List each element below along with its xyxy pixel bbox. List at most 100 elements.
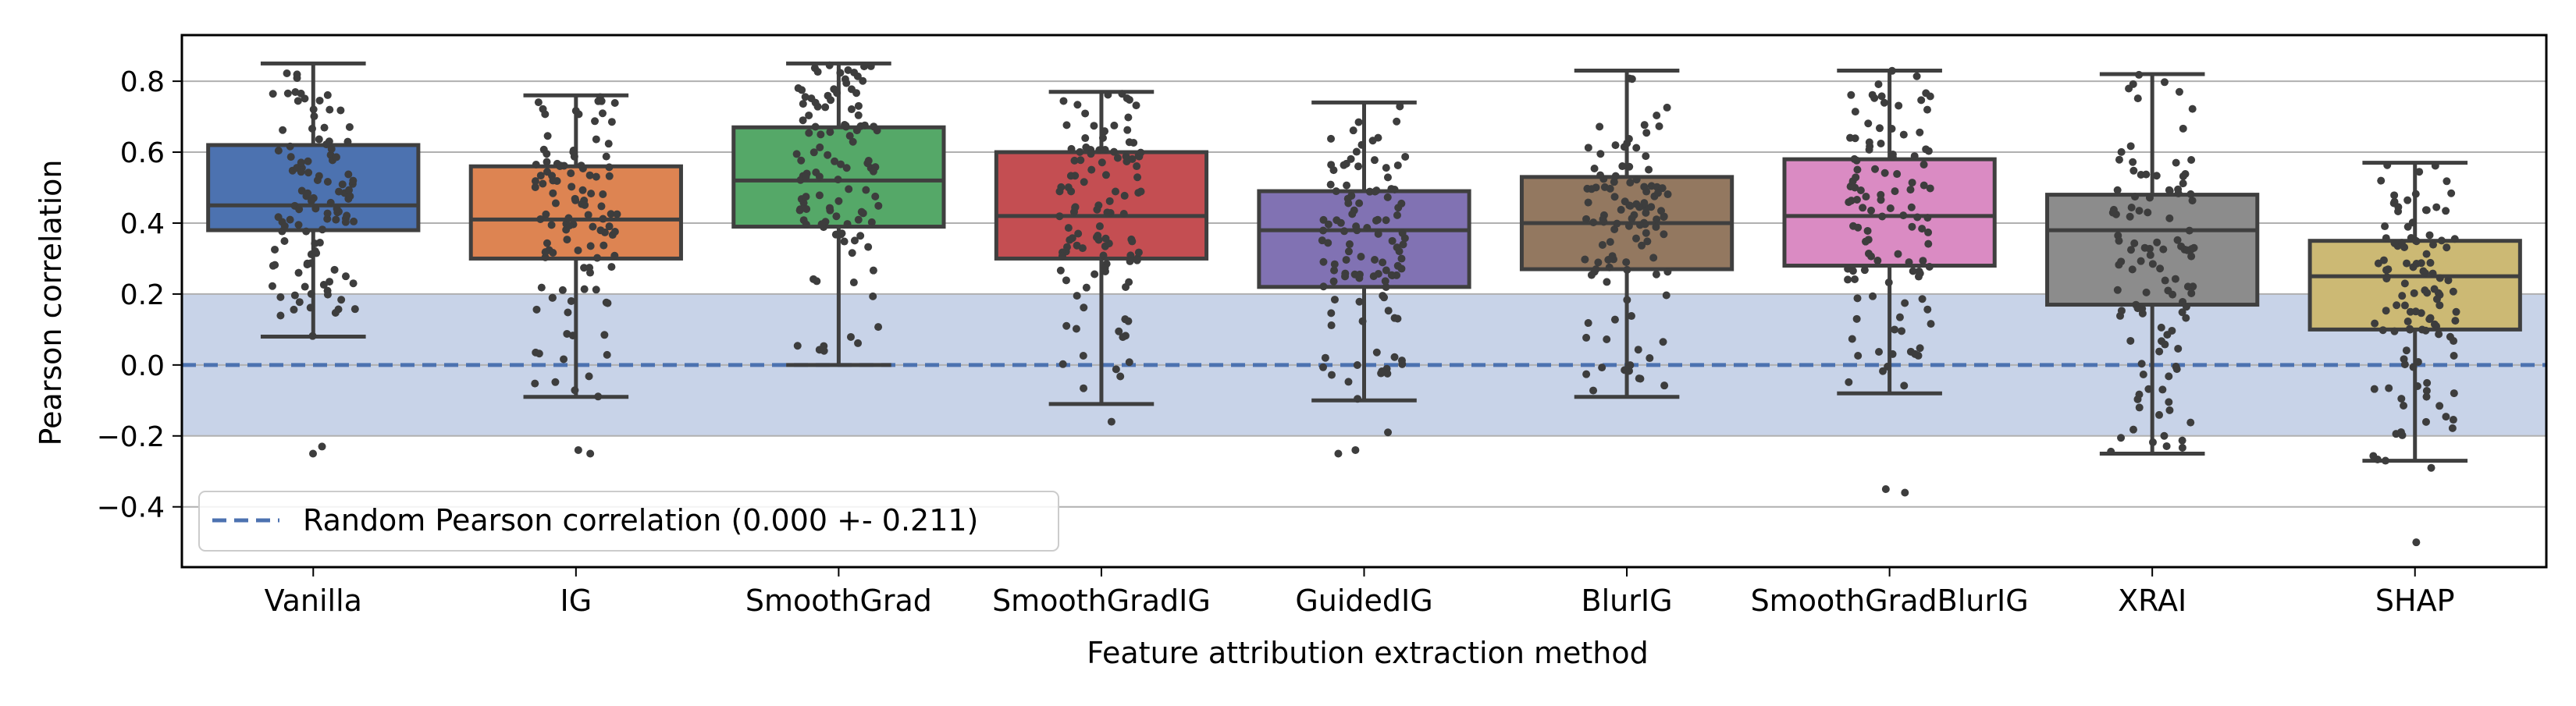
data-point — [326, 105, 334, 114]
y-tick-label: 0.4 — [120, 208, 165, 240]
data-point — [1073, 101, 1082, 109]
data-point — [594, 392, 603, 401]
data-point — [1080, 178, 1088, 186]
data-point — [2115, 155, 2123, 164]
data-point — [832, 212, 841, 221]
data-point — [598, 109, 607, 118]
data-point — [539, 145, 548, 154]
data-point — [1076, 147, 1084, 156]
data-point — [330, 265, 339, 274]
data-point — [1642, 129, 1651, 137]
data-point — [1319, 363, 1328, 371]
data-point — [333, 204, 341, 213]
data-point — [276, 311, 285, 320]
data-point — [1095, 146, 1104, 154]
data-point — [1864, 119, 1873, 128]
data-point — [2390, 327, 2399, 335]
data-point — [1899, 211, 1908, 220]
data-point — [585, 264, 594, 272]
data-point — [2443, 243, 2451, 252]
data-point — [332, 215, 340, 224]
outlier-point — [574, 445, 582, 454]
data-point — [593, 254, 602, 262]
data-point — [1863, 226, 1872, 235]
data-point — [1927, 320, 1935, 328]
data-point — [1924, 147, 1933, 155]
data-point — [307, 259, 315, 268]
data-point — [1101, 264, 1109, 272]
data-point — [1382, 283, 1390, 292]
data-point — [1854, 352, 1863, 360]
data-point — [1353, 361, 1361, 370]
data-point — [1854, 223, 1863, 232]
x-tick-label: XRAI — [2118, 584, 2186, 618]
data-point — [834, 176, 842, 184]
data-point — [302, 227, 311, 236]
data-point — [1124, 317, 1133, 325]
data-point — [2172, 362, 2180, 371]
data-point — [1352, 222, 1361, 231]
data-point — [849, 137, 857, 146]
outlier-point — [1107, 417, 1115, 426]
data-point — [2432, 203, 2441, 211]
data-point — [1592, 265, 1600, 274]
data-point — [1877, 190, 1885, 199]
data-point — [294, 97, 302, 105]
data-point — [1059, 97, 1068, 105]
data-point — [345, 122, 354, 131]
data-point — [1081, 134, 1090, 143]
data-point — [1859, 204, 1867, 212]
data-point — [543, 168, 551, 176]
data-point — [2450, 389, 2458, 398]
data-point — [1917, 96, 1926, 105]
data-point — [2179, 179, 2187, 188]
y-tick-label: 0.2 — [120, 279, 165, 311]
data-point — [1649, 254, 1658, 262]
data-point — [613, 210, 621, 218]
data-point — [2178, 436, 2186, 445]
data-point — [306, 303, 315, 312]
data-point — [1596, 122, 1604, 131]
data-point — [1613, 219, 1621, 228]
data-point — [337, 296, 346, 304]
data-point — [1653, 111, 1661, 119]
data-point — [1647, 203, 1656, 211]
data-point — [1329, 166, 1338, 175]
data-point — [793, 342, 802, 350]
data-point — [840, 237, 849, 246]
data-point — [319, 281, 328, 289]
data-point — [1324, 220, 1332, 229]
data-point — [2117, 434, 2126, 442]
data-point — [1908, 179, 1916, 187]
data-point — [842, 79, 851, 87]
data-point — [578, 164, 587, 172]
data-point — [599, 190, 607, 199]
data-point — [2371, 319, 2379, 328]
data-point — [307, 289, 315, 298]
data-point — [1663, 190, 1672, 199]
data-point — [1640, 121, 1649, 129]
data-point — [564, 308, 572, 317]
data-point — [2398, 431, 2407, 439]
data-point — [1875, 124, 1884, 133]
data-point — [1371, 255, 1379, 264]
data-point — [1137, 148, 1145, 157]
data-point — [1384, 307, 1393, 315]
data-point — [2144, 208, 2152, 217]
data-point — [1103, 208, 1112, 217]
data-point — [2428, 240, 2437, 249]
data-point — [871, 192, 880, 200]
data-point — [1587, 185, 1596, 193]
data-point — [308, 332, 317, 340]
data-point — [1327, 371, 1336, 379]
data-point — [591, 117, 600, 126]
data-point — [2179, 124, 2187, 133]
data-point — [2126, 142, 2135, 151]
data-point — [815, 172, 824, 181]
data-point — [1397, 254, 1406, 263]
data-point — [2115, 261, 2123, 269]
data-point — [320, 123, 329, 132]
data-point — [2178, 443, 2186, 452]
legend-label: Random Pearson correlation (0.000 +- 0.2… — [303, 503, 978, 537]
data-point — [2186, 418, 2195, 427]
